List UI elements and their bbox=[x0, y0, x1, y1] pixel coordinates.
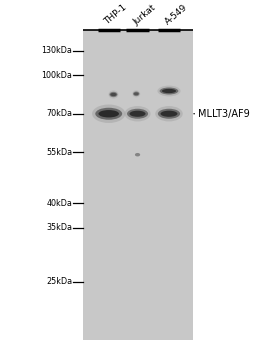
Text: 55kDa: 55kDa bbox=[46, 148, 72, 157]
Text: A-549: A-549 bbox=[163, 3, 189, 27]
Text: 25kDa: 25kDa bbox=[46, 277, 72, 286]
Ellipse shape bbox=[155, 106, 183, 121]
Ellipse shape bbox=[161, 111, 177, 117]
Text: MLLT3/AF9: MLLT3/AF9 bbox=[198, 109, 250, 119]
Text: 70kDa: 70kDa bbox=[46, 109, 72, 118]
Ellipse shape bbox=[133, 91, 139, 96]
Ellipse shape bbox=[160, 88, 178, 94]
Ellipse shape bbox=[132, 90, 140, 98]
Ellipse shape bbox=[108, 90, 118, 99]
Ellipse shape bbox=[124, 106, 151, 121]
Ellipse shape bbox=[110, 93, 117, 96]
Ellipse shape bbox=[95, 108, 122, 120]
Ellipse shape bbox=[134, 92, 139, 95]
Text: Jurkat: Jurkat bbox=[132, 3, 158, 27]
Ellipse shape bbox=[129, 111, 146, 117]
Text: 35kDa: 35kDa bbox=[46, 223, 72, 232]
Ellipse shape bbox=[158, 109, 180, 119]
Ellipse shape bbox=[99, 110, 119, 118]
Ellipse shape bbox=[157, 86, 181, 96]
Text: 40kDa: 40kDa bbox=[46, 198, 72, 208]
Ellipse shape bbox=[92, 105, 125, 123]
Ellipse shape bbox=[162, 89, 176, 93]
Ellipse shape bbox=[109, 92, 118, 97]
Text: 130kDa: 130kDa bbox=[41, 46, 72, 55]
Bar bbox=[83, 30, 193, 340]
Text: 100kDa: 100kDa bbox=[41, 71, 72, 80]
Ellipse shape bbox=[127, 109, 148, 119]
Text: THP-1: THP-1 bbox=[103, 3, 129, 27]
Ellipse shape bbox=[135, 153, 140, 156]
